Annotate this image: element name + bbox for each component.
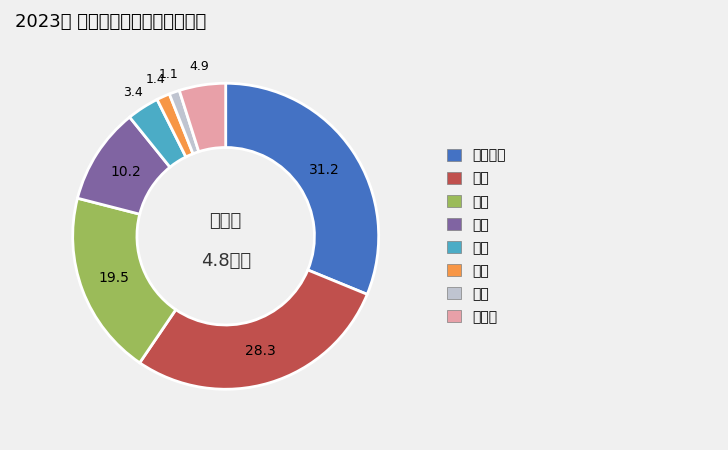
Text: 1.1: 1.1 bbox=[158, 68, 178, 81]
Text: 19.5: 19.5 bbox=[98, 271, 130, 285]
Text: 4.8億円: 4.8億円 bbox=[201, 252, 250, 270]
Wedge shape bbox=[157, 94, 193, 157]
Wedge shape bbox=[73, 198, 175, 363]
Wedge shape bbox=[226, 83, 379, 294]
Text: 2023年 輸出相手国のシェア（％）: 2023年 輸出相手国のシェア（％） bbox=[15, 14, 206, 32]
Text: 28.3: 28.3 bbox=[245, 343, 275, 358]
Text: 総　額: 総 額 bbox=[210, 212, 242, 230]
Wedge shape bbox=[77, 117, 170, 214]
Wedge shape bbox=[170, 90, 199, 154]
Text: 4.9: 4.9 bbox=[189, 60, 209, 73]
Text: 10.2: 10.2 bbox=[110, 165, 141, 179]
Wedge shape bbox=[140, 270, 367, 389]
Text: 1.4: 1.4 bbox=[146, 73, 165, 86]
Wedge shape bbox=[130, 99, 186, 167]
Legend: ベトナム, 中国, 香港, 韓国, タイ, 英国, 米国, その他: ベトナム, 中国, 香港, 韓国, タイ, 英国, 米国, その他 bbox=[443, 144, 510, 328]
Text: 3.4: 3.4 bbox=[123, 86, 143, 99]
Text: 31.2: 31.2 bbox=[309, 163, 340, 177]
Wedge shape bbox=[179, 83, 226, 152]
